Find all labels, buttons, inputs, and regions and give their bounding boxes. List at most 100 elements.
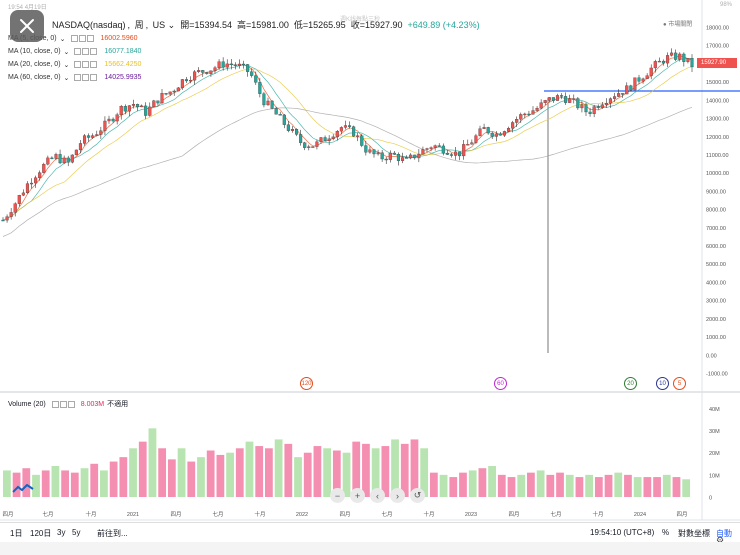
- candle-body: [315, 141, 319, 147]
- volume-bar: [352, 441, 361, 497]
- status-battery: 98%: [719, 2, 732, 8]
- watermark: 週K线每點三秒: [340, 17, 381, 23]
- percent-button[interactable]: %: [662, 528, 670, 537]
- candle-body: [5, 216, 9, 221]
- home-indicator-strip: [0, 542, 740, 555]
- chevron-down-icon[interactable]: ⌄: [63, 61, 70, 69]
- ma-badge[interactable]: 120: [300, 377, 313, 390]
- scroll-right-button[interactable]: ›: [390, 488, 405, 503]
- close-button[interactable]: [10, 10, 44, 42]
- candle-body: [441, 145, 445, 154]
- volume-bar: [488, 466, 496, 497]
- volume-note: 不適用: [107, 401, 129, 408]
- ma-tools[interactable]: [74, 48, 98, 55]
- candle-body: [690, 58, 694, 68]
- settings-gear-icon[interactable]: ⚙: [716, 535, 725, 545]
- candle-body: [144, 105, 148, 116]
- candle-body: [417, 154, 421, 159]
- candle-body: [466, 144, 470, 146]
- ma-legend-row[interactable]: MA (10, close, 0) ⌄ 16077.1840: [8, 46, 141, 57]
- gear-icon: [59, 400, 67, 408]
- volume-bar: [109, 461, 118, 497]
- zoom-in-button[interactable]: +: [350, 488, 365, 503]
- volume-bar: [342, 452, 351, 497]
- volume-legend[interactable]: Volume (20) 8.003M 不適用: [8, 399, 128, 409]
- zoom-out-button[interactable]: −: [330, 488, 345, 503]
- volume-bar: [362, 443, 370, 497]
- range-3y-button[interactable]: 3y: [57, 528, 66, 537]
- interval-label[interactable]: 周: [134, 20, 144, 30]
- candle-body: [78, 143, 83, 151]
- price-axis-label: 4000.00: [706, 280, 726, 286]
- range-120d-button[interactable]: 120日: [30, 529, 52, 538]
- candle-body: [1, 219, 5, 222]
- price-axis-label: 14000.00: [706, 98, 729, 104]
- volume-bar: [22, 468, 31, 497]
- ma-legend-row[interactable]: MA (20, close, 0) ⌄ 15662.4250: [8, 59, 141, 70]
- candle-body: [360, 135, 364, 146]
- candle-body: [156, 100, 160, 104]
- chevron-down-icon[interactable]: ⌄: [63, 74, 70, 82]
- goto-button[interactable]: 前往到...: [97, 529, 128, 538]
- ma-badge[interactable]: 5: [673, 377, 686, 390]
- candle-body: [176, 87, 180, 92]
- volume-bar: [187, 461, 196, 497]
- volume-bar: [439, 474, 448, 497]
- scroll-left-button[interactable]: ‹: [370, 488, 385, 503]
- time-axis-label: 四月: [676, 511, 687, 518]
- volume-bar: [284, 443, 293, 497]
- volume-bar: [197, 457, 205, 497]
- candle-body: [678, 53, 682, 60]
- ma-tools[interactable]: [70, 35, 94, 42]
- volume-bar: [575, 477, 584, 497]
- volume-bar: [206, 450, 215, 497]
- candle-body: [384, 158, 388, 161]
- ma-tools[interactable]: [74, 74, 98, 81]
- eye-icon: [74, 61, 82, 68]
- price-chart[interactable]: 18000.0017000.0016000.0015000.0014000.00…: [0, 0, 740, 540]
- reset-button[interactable]: ↺: [410, 488, 425, 503]
- volume-bar: [517, 474, 526, 497]
- auto-scale-button[interactable]: 自動: [716, 529, 732, 538]
- gear-icon: [78, 35, 86, 42]
- volume-bar: [245, 441, 254, 497]
- symbol-name[interactable]: NASDAQ(nasdaq): [52, 20, 126, 30]
- log-scale-button[interactable]: 對數坐標: [678, 529, 710, 538]
- candle-body: [453, 151, 458, 156]
- ma-badge[interactable]: 20: [624, 377, 637, 390]
- ma-tools[interactable]: [74, 61, 98, 68]
- candle-body: [425, 148, 429, 150]
- candle-body: [612, 96, 617, 99]
- candle-body: [604, 103, 608, 105]
- candle-body: [686, 58, 690, 62]
- candle-body: [119, 106, 123, 115]
- price-axis-label: 6000.00: [706, 244, 726, 250]
- candle-body: [670, 52, 674, 56]
- candle-body: [364, 145, 368, 153]
- gear-icon: [82, 48, 90, 55]
- candle-body: [74, 149, 78, 156]
- volume-bar: [410, 439, 419, 497]
- chart-navigation: − + ‹ › ↺: [330, 488, 425, 503]
- symbol-menu-chevron-icon[interactable]: ⌄: [167, 20, 176, 30]
- chevron-down-icon[interactable]: ⌄: [59, 35, 66, 43]
- ma-badge[interactable]: 60: [494, 377, 507, 390]
- candle-body: [217, 61, 221, 68]
- volume-bar: [497, 474, 506, 497]
- last-price-tag: 15927.90: [697, 58, 737, 68]
- candle-body: [50, 157, 54, 160]
- ma-badge[interactable]: 10: [656, 377, 669, 390]
- candle-body: [160, 93, 164, 104]
- candle-body: [197, 70, 201, 72]
- chevron-down-icon[interactable]: ⌄: [63, 48, 70, 56]
- volume-bar: [148, 428, 157, 497]
- range-1d-button[interactable]: 1日: [10, 529, 23, 538]
- ma-legend-row[interactable]: MA (60, close, 0) ⌄ 14025.9935: [8, 72, 141, 83]
- volume-bar: [80, 468, 89, 497]
- price-axis-label: 2000.00: [706, 317, 726, 323]
- volume-tools[interactable]: [51, 400, 75, 408]
- ma-line-ma60: [2, 106, 693, 237]
- time-axis-label: 十月: [254, 510, 265, 518]
- candle-body: [458, 151, 462, 157]
- range-5y-button[interactable]: 5y: [72, 528, 81, 537]
